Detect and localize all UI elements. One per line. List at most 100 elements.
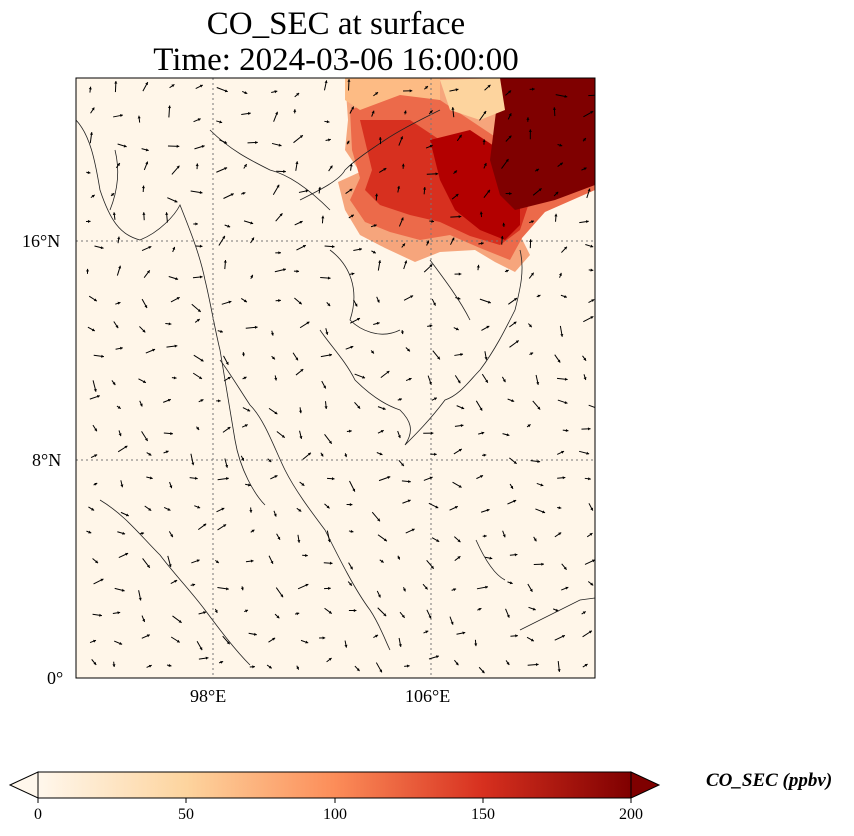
wind-vector-head xyxy=(241,353,246,357)
wind-vector-head xyxy=(474,643,478,647)
wind-vector-head xyxy=(532,607,536,611)
map-title-line2: Time: 2024-03-06 16:00:00 xyxy=(153,42,519,78)
wind-vector-head xyxy=(410,295,414,299)
wind-vector-head xyxy=(176,297,180,300)
wind-vector-head xyxy=(124,445,128,449)
wind-vector-head xyxy=(199,190,203,194)
wind-vector-head xyxy=(487,84,491,88)
wind-vector-head xyxy=(514,553,518,557)
wind-vector-head xyxy=(481,431,485,435)
wind-vector-head xyxy=(224,167,228,171)
wind-vector-head xyxy=(590,582,594,586)
wind-vector-head xyxy=(379,452,383,456)
wind-vector-head xyxy=(241,457,245,461)
colorbar-extend-max xyxy=(630,771,661,799)
wind-vector-head xyxy=(552,107,557,110)
wind-vector-head xyxy=(397,556,401,560)
wind-vector-head xyxy=(349,503,353,507)
wind-vector-head xyxy=(221,507,225,511)
wind-vector-head xyxy=(327,276,331,280)
wind-vector-head xyxy=(530,272,534,276)
wind-vector-head xyxy=(94,428,97,432)
wind-vector-head xyxy=(307,452,311,456)
wind-vector-head xyxy=(436,539,440,542)
wind-vector-head xyxy=(349,188,353,192)
wind-vector-head xyxy=(515,634,518,638)
wind-vector-head xyxy=(455,662,459,666)
wind-vector-head xyxy=(115,325,119,329)
wind-vector-head xyxy=(93,661,97,665)
wind-vector-head xyxy=(387,476,391,479)
wind-vector-head xyxy=(295,357,299,361)
wind-vector-head xyxy=(144,304,148,308)
wind-vector-head xyxy=(476,264,480,268)
wind-vector-head xyxy=(489,556,493,560)
wind-vector xyxy=(588,404,595,409)
wind-vector-head xyxy=(425,630,429,634)
wind-vector-head xyxy=(386,371,390,374)
wind-vector-head xyxy=(481,670,485,674)
wind-vector-head xyxy=(460,353,464,357)
wind-vector-head xyxy=(88,530,92,534)
wind-vector-head xyxy=(223,524,227,528)
wind-vector-head xyxy=(429,476,433,480)
wind-vector-head xyxy=(480,475,484,478)
wind-vector-head xyxy=(198,376,202,379)
wind-vector-head xyxy=(460,424,464,428)
wind-vector-head xyxy=(583,138,586,142)
wind-vector-head xyxy=(331,245,335,249)
wind-vector-head xyxy=(214,609,218,613)
wind-vector-head xyxy=(326,120,330,124)
wind-vector-head xyxy=(118,433,122,437)
wind-vector-head xyxy=(227,224,231,228)
wind-vector-head xyxy=(375,92,379,96)
colorbar-tick-100: 100 xyxy=(323,806,347,823)
wind-vector-head xyxy=(276,184,280,188)
wind-vector-head xyxy=(376,299,380,303)
wind-vector-head xyxy=(373,224,377,228)
wind-vector-head xyxy=(479,211,483,215)
wind-vector-head xyxy=(399,398,402,402)
wind-vector-head xyxy=(327,303,331,307)
wind-vector-head xyxy=(455,194,459,197)
wind-vector-head xyxy=(588,630,592,634)
wind-vector-head xyxy=(283,169,286,174)
wind-vector-head xyxy=(564,246,567,250)
wind-vector-head xyxy=(244,91,248,95)
wind-vector-head xyxy=(500,235,504,239)
wind-vector-head xyxy=(356,317,360,321)
wind-vector-head xyxy=(170,534,173,538)
wind-vector-head xyxy=(560,333,564,337)
wind-vector-head xyxy=(205,656,209,660)
wind-vector-head xyxy=(299,135,303,139)
wind-vector-head xyxy=(403,110,407,114)
wind-vector-head xyxy=(200,358,204,362)
wind-vector-head xyxy=(461,406,465,410)
wind-vector-head xyxy=(274,475,278,478)
wind-vector-head xyxy=(94,454,98,458)
wind-vector-head xyxy=(400,136,404,140)
wind-vector-head xyxy=(375,634,379,638)
wind-vector-head xyxy=(243,376,247,380)
wind-vector-head xyxy=(301,482,305,486)
wind-vector-head xyxy=(172,246,176,250)
wind-vector-head xyxy=(486,508,490,512)
wind-vector-head xyxy=(174,344,178,348)
wind-vector-head xyxy=(346,140,350,144)
wind-vector-head xyxy=(174,580,178,583)
wind-vector-head xyxy=(537,459,541,463)
wind-vector-head xyxy=(302,245,306,248)
wind-vector-head xyxy=(91,507,95,511)
lat-tick-8n: 8°N xyxy=(32,450,62,470)
wind-vector-head xyxy=(141,185,145,189)
wind-vector-head xyxy=(508,113,512,117)
wind-vector-head xyxy=(402,243,406,247)
wind-vector-head xyxy=(87,219,91,224)
colorbar xyxy=(38,772,631,798)
colorbar-ticks xyxy=(37,798,632,803)
wind-vector-head xyxy=(196,559,200,563)
wind-vector-head xyxy=(226,477,229,481)
wind-vector-head xyxy=(408,377,412,381)
wind-vector-head xyxy=(458,448,462,452)
wind-vector-head xyxy=(144,438,148,442)
